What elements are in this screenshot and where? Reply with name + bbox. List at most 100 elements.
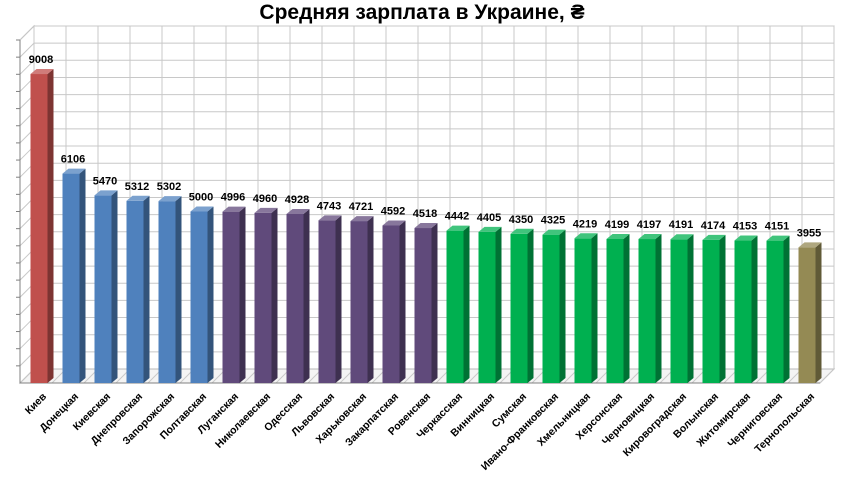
bar-value-label: 4197 [637, 219, 661, 231]
bar-value-label: 5000 [189, 192, 213, 204]
bar-value-label: 5302 [157, 181, 181, 193]
bar-side [335, 215, 342, 383]
bar-side [431, 223, 438, 383]
gridline-side [19, 59, 35, 75]
bar-top [542, 229, 566, 235]
bar-value-label: 5470 [93, 175, 117, 187]
bar-top [30, 69, 54, 75]
bar-side [559, 229, 566, 383]
bar [542, 229, 566, 383]
bar-front [126, 200, 144, 383]
bar-front [574, 238, 592, 383]
bar-top [94, 190, 118, 196]
bar-top [62, 168, 86, 174]
bar-side [751, 235, 758, 383]
bar [734, 235, 758, 383]
bar-value-label: 4350 [509, 214, 533, 226]
bar [254, 207, 278, 383]
bar-value-label: 4174 [701, 220, 726, 232]
bar-top [350, 216, 374, 222]
bar [638, 234, 662, 383]
bar [158, 196, 182, 383]
bar-side [527, 228, 534, 383]
bar-front [798, 247, 816, 383]
bar-top [574, 233, 598, 239]
bar-side [623, 233, 630, 383]
bar [510, 228, 534, 383]
category-label: Николаевская [213, 391, 273, 451]
bar-front [542, 234, 560, 383]
bar [766, 235, 790, 383]
chart-bars [30, 69, 822, 383]
bar-value-label: 4191 [669, 219, 693, 231]
bar-front [702, 239, 720, 383]
bar-front [638, 239, 656, 383]
bar [94, 190, 118, 383]
bar-side [175, 196, 182, 383]
bar-side [719, 234, 726, 383]
bar [350, 216, 374, 383]
bar-front [286, 213, 304, 383]
bar [30, 69, 54, 383]
bar-front [190, 211, 208, 383]
bar [798, 242, 822, 383]
bar-value-label: 4960 [253, 193, 277, 205]
bar-top [766, 235, 790, 241]
bar-top [670, 234, 694, 240]
bar-front [606, 238, 624, 383]
bar-top [190, 206, 214, 212]
bar [190, 206, 214, 383]
bar-front [414, 228, 432, 383]
bar-front [94, 195, 112, 383]
bar-top [734, 235, 758, 241]
bar-top [478, 226, 502, 232]
bar-value-label: 4518 [413, 208, 437, 220]
bar [478, 226, 502, 383]
bar [606, 233, 630, 383]
bar-side [591, 233, 598, 383]
bar-top [318, 215, 342, 221]
bar-side [687, 234, 694, 383]
bar [446, 225, 470, 383]
bar-front [734, 240, 752, 383]
bar-top [446, 225, 470, 231]
bar-front [350, 221, 368, 383]
bar-value-label: 4325 [541, 215, 565, 227]
bar-value-label: 5312 [125, 181, 149, 193]
bar-front [766, 240, 784, 383]
bar [702, 234, 726, 383]
bar [222, 206, 246, 383]
bar [126, 195, 150, 383]
bar-top [638, 234, 662, 240]
bar-value-label: 4721 [349, 201, 373, 213]
bar-value-label: 4153 [733, 221, 757, 233]
bar [318, 215, 342, 383]
bar-top [606, 233, 630, 239]
bar [382, 220, 406, 383]
bar-front [478, 231, 496, 383]
bar-value-label: 4996 [221, 192, 245, 204]
bar [574, 233, 598, 383]
bar-side [207, 206, 214, 383]
bar-top [382, 220, 406, 226]
gridline-side [19, 25, 35, 41]
chart-category-labels: КиевДонецкаяКиевскаяДнепровскаяЗапорожск… [23, 390, 817, 473]
bar-side [367, 216, 374, 383]
category-label: Тернопольская [752, 391, 817, 456]
bar-top [254, 207, 278, 213]
bar-top [222, 206, 246, 212]
bar-front [222, 211, 240, 383]
bar-value-label: 4219 [573, 218, 597, 230]
bar-side [495, 226, 502, 383]
bar-front [382, 225, 400, 383]
bar [414, 223, 438, 383]
bar-side [815, 242, 822, 383]
bar-value-label: 9008 [29, 54, 53, 66]
bar-side [239, 206, 246, 383]
gridline-side [19, 42, 35, 58]
bar-side [111, 190, 118, 383]
bar-front [510, 233, 528, 383]
bar-side [399, 220, 406, 383]
bar-value-label: 4592 [381, 205, 405, 217]
